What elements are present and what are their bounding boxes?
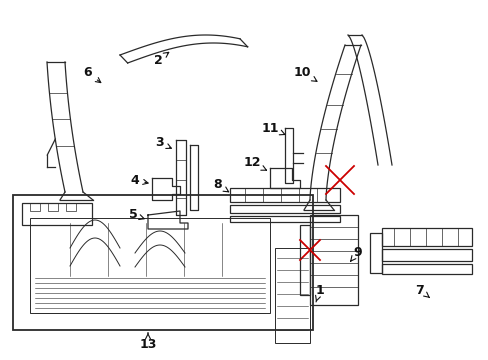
- Bar: [66, 203, 76, 211]
- Bar: [309, 215, 357, 305]
- Text: 2: 2: [153, 52, 168, 67]
- Bar: [30, 218, 269, 313]
- Text: 3: 3: [155, 136, 171, 149]
- Bar: [381, 249, 471, 261]
- Text: 7: 7: [415, 284, 428, 298]
- Text: 9: 9: [350, 246, 362, 261]
- Text: 1: 1: [315, 284, 324, 302]
- Bar: [274, 248, 309, 343]
- Text: 11: 11: [261, 122, 285, 135]
- Bar: [22, 203, 92, 225]
- Bar: [30, 203, 40, 211]
- Text: 10: 10: [293, 66, 316, 81]
- Bar: [229, 216, 339, 222]
- Text: 4: 4: [130, 174, 148, 186]
- Bar: [369, 233, 381, 273]
- Bar: [299, 225, 309, 295]
- Text: 6: 6: [83, 67, 101, 82]
- Bar: [381, 228, 471, 246]
- Text: 13: 13: [139, 333, 156, 351]
- Text: 5: 5: [128, 208, 144, 221]
- Bar: [229, 205, 339, 213]
- Bar: [381, 264, 471, 274]
- Text: 8: 8: [213, 179, 228, 192]
- Bar: [229, 188, 339, 202]
- Bar: [48, 203, 58, 211]
- Bar: [13, 195, 312, 330]
- Text: 12: 12: [243, 157, 266, 170]
